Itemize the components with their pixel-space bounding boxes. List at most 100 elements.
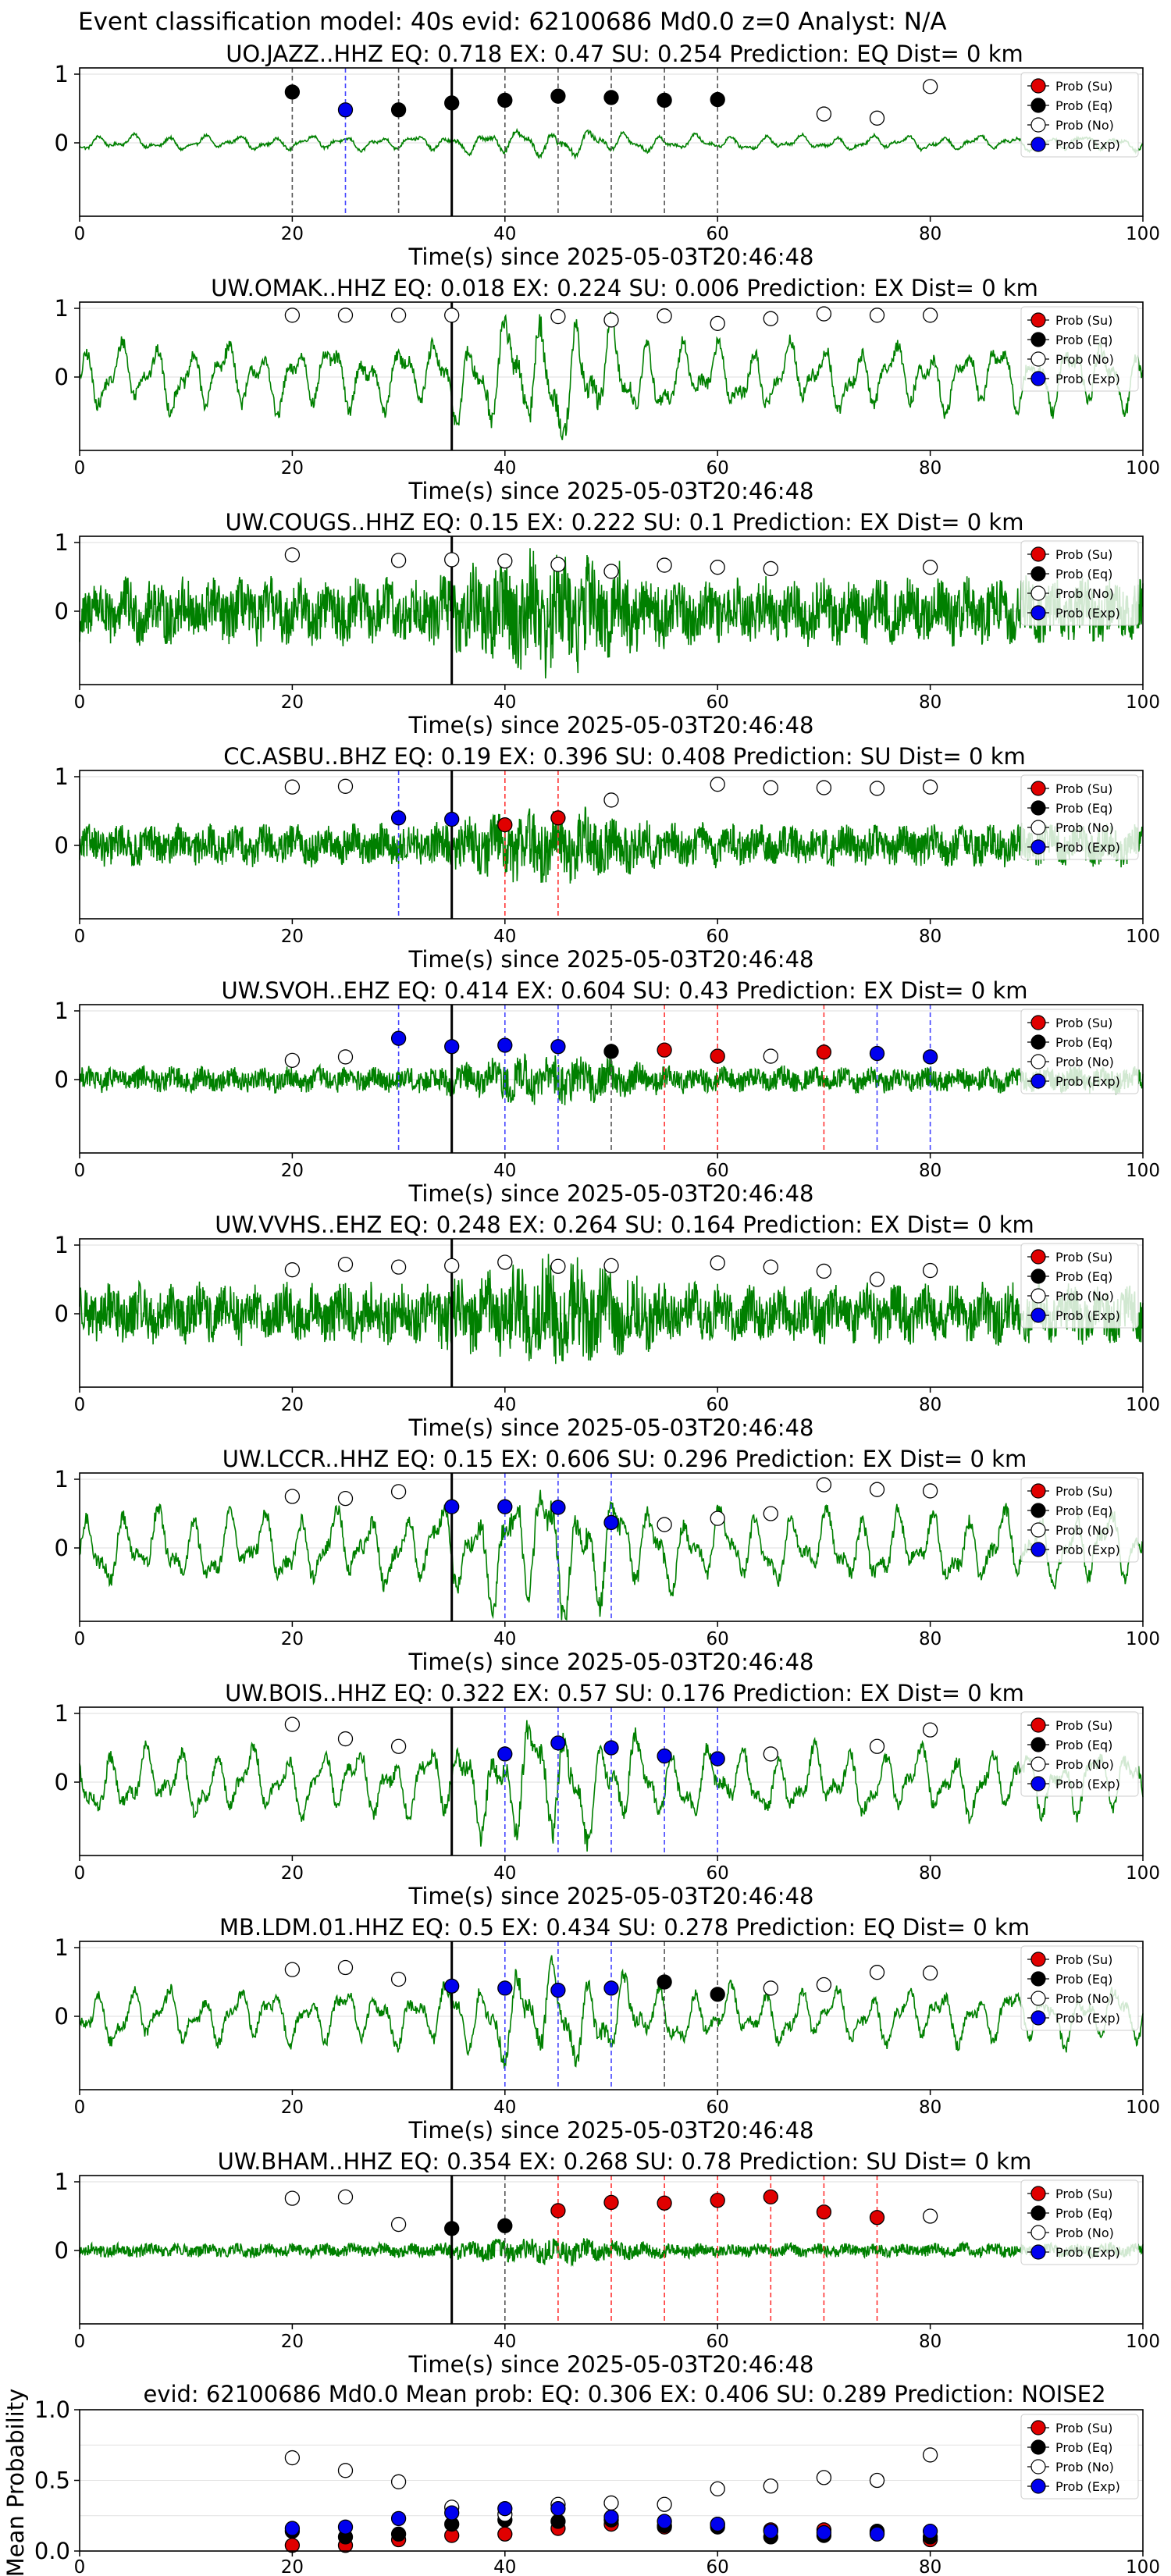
prob-marker-no [337, 1256, 354, 1272]
x-tick-label: 80 [919, 1161, 941, 1181]
x-tick-label: 100 [1126, 2097, 1160, 2118]
prob-marker-no [284, 1052, 301, 1069]
prob-marker-no [337, 1049, 354, 1065]
y-tick-label: 0 [55, 1769, 69, 1795]
legend-label-no: Prob (No) [1055, 1757, 1114, 1772]
legend-label-exp: Prob (Exp) [1055, 606, 1120, 621]
legend-label-eq: Prob (Eq) [1055, 333, 1112, 347]
legend-label-no: Prob (No) [1055, 586, 1114, 601]
mean-prob-point-exp [657, 2514, 672, 2529]
y-tick-label: 1 [55, 998, 69, 1024]
mean-prob-point-no [603, 2495, 619, 2511]
legend-label-su: Prob (Su) [1055, 547, 1112, 562]
panel-3-legend [1020, 540, 1139, 626]
prob-marker-no [390, 1738, 407, 1754]
legend-marker-eq [1030, 2205, 1046, 2221]
prob-marker-exp [497, 1980, 513, 1996]
x-tick-label: 40 [493, 1161, 516, 1181]
x-tick-label: 40 [493, 2557, 516, 2576]
prob-marker-no [922, 1722, 938, 1738]
prob-marker-no [390, 308, 407, 323]
y-tick-label: 0 [55, 598, 69, 624]
legend-marker-exp [1030, 2244, 1046, 2260]
prob-marker-exp [390, 1030, 407, 1046]
prob-marker-exp [444, 811, 460, 827]
waveform-trace [79, 806, 1144, 884]
x-tick-label: 80 [919, 2097, 941, 2118]
panel-title: UW.SVOH..EHZ EQ: 0.414 EX: 0.604 SU: 0.4… [221, 977, 1027, 1004]
prob-marker-no [816, 1263, 832, 1279]
prob-marker-su [497, 817, 513, 833]
prob-marker-no [763, 311, 778, 326]
prob-marker-no [922, 79, 938, 94]
prob-marker-no [869, 1482, 885, 1497]
prob-marker-no [497, 553, 513, 569]
x-tick-label: 20 [281, 692, 304, 713]
y-tick-label: 1.0 [34, 2396, 70, 2423]
x-tick-label: 0 [74, 2097, 86, 2118]
legend-marker-eq [1030, 98, 1046, 113]
x-tick-label: 40 [493, 927, 516, 947]
axes-frame [79, 1004, 1144, 1154]
prob-marker-no [603, 792, 619, 808]
y-tick-label: 0 [55, 832, 69, 859]
legend-marker-eq [1030, 1971, 1046, 1987]
panel-7: UW.LCCR..HHZ EQ: 0.15 EX: 0.606 SU: 0.29… [55, 1446, 1160, 1675]
prob-marker-no [337, 1490, 354, 1507]
legend-label-exp: Prob (Exp) [1055, 1074, 1120, 1089]
prob-marker-su [710, 2193, 725, 2208]
x-tick-label: 40 [493, 1395, 516, 1415]
legend-marker-no [1030, 2459, 1046, 2475]
x-tick-label: 100 [1126, 1395, 1160, 1415]
legend-label-no: Prob (No) [1055, 1289, 1114, 1304]
legend-label-eq: Prob (Eq) [1055, 1503, 1112, 1518]
mean-prob-point-exp [550, 2501, 566, 2517]
prob-marker-su [869, 2210, 885, 2226]
x-tick-label: 20 [281, 458, 304, 479]
axes-frame [79, 1706, 1144, 1856]
axes-frame [79, 770, 1144, 920]
prob-marker-no [497, 1254, 513, 1270]
panel-8: UW.BOIS..HHZ EQ: 0.322 EX: 0.57 SU: 0.17… [55, 1680, 1160, 1909]
panel-1: UO.JAZZ..HHZ EQ: 0.718 EX: 0.47 SU: 0.25… [55, 41, 1160, 270]
legend-label-exp: Prob (Exp) [1055, 372, 1120, 386]
prob-marker-no [763, 1980, 778, 1996]
mean-prob-point-exp [337, 2519, 354, 2535]
prob-marker-no [763, 1259, 778, 1275]
legend-label-eq: Prob (Eq) [1055, 1738, 1112, 1752]
prob-marker-no [550, 557, 566, 572]
legend-label-exp: Prob (Exp) [1055, 1777, 1120, 1791]
prob-marker-eq [390, 102, 407, 118]
legend-label-su: Prob (Su) [1055, 1484, 1112, 1499]
legend-marker-no [1030, 117, 1046, 133]
prob-marker-no [284, 779, 301, 795]
prob-marker-no [710, 1510, 725, 1526]
panel-title: UW.COUGS..HHZ EQ: 0.15 EX: 0.222 SU: 0.1… [226, 509, 1024, 535]
legend-label-eq: Prob (Eq) [1055, 98, 1112, 113]
x-tick-label: 80 [919, 224, 941, 244]
legend-marker-su [1030, 312, 1046, 328]
panel-8-legend [1020, 1711, 1139, 1797]
x-axis-label: Time(s) since 2025-05-03T20:46:48 [408, 2117, 814, 2144]
axes-frame [79, 67, 1144, 217]
y-tick-label: 1 [55, 1934, 69, 1961]
panel-1-legend [1020, 72, 1139, 158]
panel-7-legend [1020, 1477, 1139, 1563]
legend-marker-no [1030, 1756, 1046, 1772]
prob-marker-no [816, 780, 832, 795]
x-axis-label: Time(s) since 2025-05-03T20:46:48 [408, 244, 814, 270]
prob-marker-no [763, 1506, 778, 1521]
prob-marker-no [657, 308, 672, 324]
legend-label-exp: Prob (Exp) [1055, 137, 1120, 152]
prob-marker-no [337, 1959, 354, 1976]
x-tick-label: 40 [493, 458, 516, 479]
prob-marker-no [869, 781, 885, 796]
legend-marker-su [1030, 781, 1046, 796]
x-tick-label: 40 [493, 224, 516, 244]
mean-prob-point-no [337, 2463, 354, 2478]
panel-6: UW.VVHS..EHZ EQ: 0.248 EX: 0.264 SU: 0.1… [55, 1212, 1160, 1441]
mean-prob-point-exp [869, 2526, 885, 2542]
legend-label-su: Prob (Su) [1055, 1718, 1112, 1733]
mean-prob-point-su [284, 2538, 301, 2553]
mean-prob-point-no [390, 2474, 407, 2489]
